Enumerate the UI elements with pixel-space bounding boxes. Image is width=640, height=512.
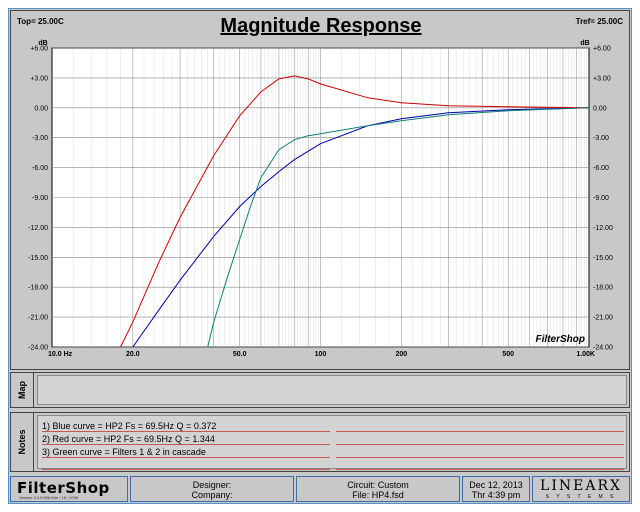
x-tick-label: 200 — [395, 351, 407, 358]
x-tick-label: 100 — [315, 351, 327, 358]
linearx-logo: LINEARX — [540, 478, 622, 494]
note-line-2: 2) Red curve = HP2 Fs = 69.5Hz Q = 1.344 — [42, 434, 215, 444]
y-tick-label: -15.00 — [593, 255, 613, 262]
y-tick-label: -15.00 — [28, 255, 48, 262]
note-rule — [42, 457, 330, 458]
y-tick-label: +3.00 — [593, 75, 611, 82]
y-tick-label: +6.00 — [593, 46, 611, 53]
x-tick-label: 10.0 Hz — [48, 351, 73, 358]
notes-tab[interactable]: Notes — [11, 413, 34, 471]
x-tick-label: 20.0 — [126, 351, 140, 358]
x-tick-label: 1.00K — [576, 351, 595, 358]
y-tick-label: -9.00 — [32, 195, 48, 202]
y-tick-label: 0.00 — [34, 105, 48, 112]
map-label: Map — [17, 381, 27, 399]
tref-temperature: Tref= 25.00C — [575, 17, 623, 26]
chart-watermark: FilterShop — [536, 334, 585, 345]
map-area — [37, 375, 627, 405]
y-unit-left: dB — [38, 40, 47, 47]
note-line-3: 3) Green curve = Filters 1 & 2 in cascad… — [42, 447, 206, 457]
y-tick-label: -24.00 — [28, 345, 48, 352]
y-tick-label: -18.00 — [593, 285, 613, 292]
chart-panel: Top= 25.00C Tref= 25.00C Magnitude Respo… — [10, 10, 630, 370]
y-tick-label: -21.00 — [593, 315, 613, 322]
map-tab[interactable]: Map — [11, 373, 34, 407]
y-tick-label: +3.00 — [30, 75, 48, 82]
file-name: File: HP4.fsd — [352, 490, 404, 500]
y-unit-right: dB — [580, 40, 589, 47]
y-tick-label: -6.00 — [593, 165, 609, 172]
response-curve-3 — [207, 107, 590, 348]
magnitude-chart: +6.00 +3.00 0.00 -3.00 -6.00 -9.00 -12.00 -15.0… — [28, 40, 613, 358]
note-rule — [42, 444, 330, 445]
designer-label: Designer: — [192, 480, 232, 490]
brand-box: FilterShop Version 3.4.0.896 Mar / 18 / … — [10, 476, 128, 502]
y-tick-label: +6.00 — [30, 46, 48, 53]
circuit-box: Circuit: Custom File: HP4.fsd — [296, 476, 460, 502]
designer-box[interactable]: Designer: Company: — [130, 476, 294, 502]
x-tick-label: 500 — [502, 351, 514, 358]
y-tick-label: -21.00 — [28, 315, 48, 322]
brand-logo: FilterShop — [17, 479, 110, 497]
top-temperature: Top= 25.00C — [17, 17, 64, 26]
response-curve-1 — [132, 107, 590, 348]
note-rule — [336, 457, 624, 458]
datetime-box: Dec 12, 2013 Thr 4:39 pm — [462, 476, 530, 502]
notes-label: Notes — [17, 429, 27, 455]
note-rule — [42, 431, 330, 432]
y-tick-label: -12.00 — [28, 225, 48, 232]
version-text: Version 3.4.0.896 Mar / 18 / 2008 — [19, 495, 79, 500]
y-tick-label: -3.00 — [593, 135, 609, 142]
notes-area[interactable]: 1) Blue curve = HP2 Fs = 69.5Hz Q = 0.37… — [37, 415, 627, 470]
y-tick-label: -6.00 — [32, 165, 48, 172]
date-text: Dec 12, 2013 — [469, 480, 523, 490]
notes-panel: Notes 1) Blue curve = HP2 Fs = 69.5Hz Q … — [10, 412, 630, 472]
y-tick-label: 0.00 — [593, 105, 607, 112]
chart-title: Magnitude Response — [220, 15, 422, 37]
company-label: Company: — [191, 490, 233, 500]
time-text: Thr 4:39 pm — [471, 490, 521, 500]
x-tick-label: 50.0 — [233, 351, 247, 358]
circuit-name: Circuit: Custom — [347, 480, 409, 490]
linearx-logo-box: LINEARX S Y S T E M S — [532, 476, 630, 502]
y-tick-label: -12.00 — [593, 225, 613, 232]
note-rule — [336, 431, 624, 432]
footer-bar: FilterShop Version 3.4.0.896 Mar / 18 / … — [10, 476, 630, 502]
note-rule — [336, 444, 624, 445]
y-tick-label: -24.00 — [593, 345, 613, 352]
y-tick-label: -9.00 — [593, 195, 609, 202]
note-rule — [336, 469, 624, 470]
response-curve-2 — [120, 75, 590, 348]
note-line-1: 1) Blue curve = HP2 Fs = 69.5Hz Q = 0.37… — [42, 421, 217, 431]
y-tick-label: -3.00 — [32, 135, 48, 142]
note-rule — [42, 469, 330, 470]
linearx-subtitle: S Y S T E M S — [545, 494, 617, 500]
y-tick-label: -18.00 — [28, 285, 48, 292]
map-panel: Map — [10, 372, 630, 408]
